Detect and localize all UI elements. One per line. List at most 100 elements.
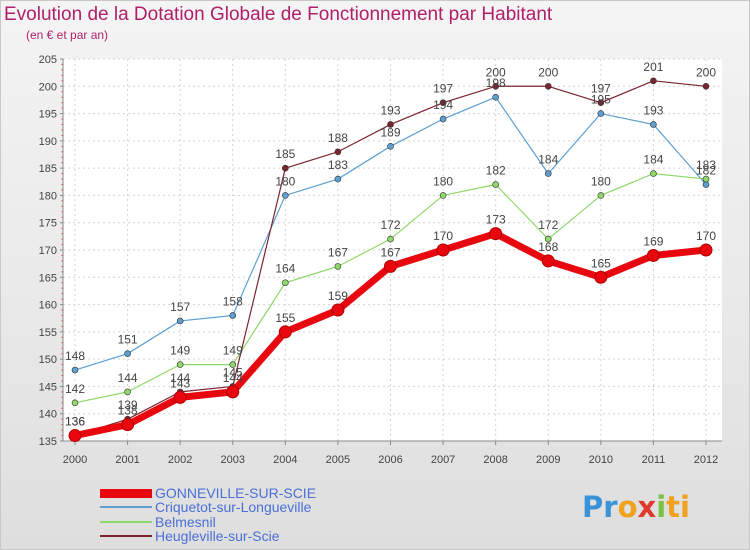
y-tick-label: 205 [39, 54, 57, 66]
data-label: 180 [275, 174, 295, 188]
x-tick-label: 2005 [326, 454, 350, 466]
data-point [541, 254, 555, 268]
data-point [226, 385, 240, 399]
data-label: 143 [170, 376, 190, 390]
data-point [492, 93, 499, 101]
legend-item-belmesnil: Belmesnil [100, 515, 216, 529]
data-point [597, 110, 605, 117]
x-tick-label: 2008 [483, 454, 507, 466]
data-point [173, 390, 187, 404]
logo-part: ti [666, 490, 690, 524]
legend-item-heugleville: Heugleville-sur-Scie [100, 529, 280, 543]
legend-swatch-criquetot [100, 506, 152, 508]
data-label: 159 [328, 289, 348, 303]
data-point [650, 77, 657, 85]
x-tick-label: 2010 [589, 454, 613, 466]
data-label: 167 [328, 245, 348, 259]
data-label: 168 [538, 240, 558, 254]
data-label: 172 [538, 218, 558, 232]
x-tick-label: 2007 [431, 454, 455, 466]
legend-label-belmesnil: Belmesnil [155, 514, 216, 530]
data-point [646, 248, 660, 262]
data-point [699, 243, 713, 257]
y-tick-label: 150 [39, 354, 57, 366]
data-label: 169 [643, 234, 663, 248]
data-label: 155 [275, 311, 295, 325]
y-tick-label: 140 [39, 409, 57, 421]
data-point [387, 121, 394, 128]
data-point [68, 429, 82, 443]
y-tick-label: 185 [39, 163, 57, 175]
data-label: 139 [118, 398, 138, 412]
data-label: 200 [538, 65, 558, 79]
data-label: 197 [433, 82, 453, 96]
data-label: 145 [223, 365, 243, 379]
data-label: 182 [486, 164, 506, 178]
data-point [702, 181, 710, 188]
y-tick-label: 145 [39, 381, 57, 393]
legend-label-gonneville: GONNEVILLE-SUR-SCIE [155, 485, 317, 501]
data-point [650, 121, 657, 128]
data-label: 170 [696, 229, 716, 243]
data-label: 198 [486, 76, 506, 90]
data-label: 172 [380, 218, 400, 232]
data-label: 180 [433, 174, 453, 188]
y-tick-label: 180 [39, 190, 57, 202]
data-point [439, 192, 447, 199]
data-point [436, 243, 450, 257]
data-point [334, 148, 342, 156]
data-point [387, 235, 394, 243]
data-point [71, 399, 79, 407]
data-label: 193 [380, 103, 400, 117]
data-point [71, 366, 79, 374]
data-label: 195 [591, 93, 611, 107]
legend-item-criquetot: Criquetot-sur-Longueville [100, 500, 311, 514]
data-label: 149 [170, 344, 190, 358]
data-point [597, 99, 605, 106]
data-point [282, 164, 289, 172]
data-point [544, 170, 552, 177]
y-tick-label: 160 [39, 300, 57, 312]
data-label: 144 [118, 371, 138, 385]
data-point [282, 279, 289, 287]
data-point [702, 82, 710, 90]
data-label: 151 [118, 333, 138, 347]
data-label: 201 [643, 60, 663, 74]
data-label: 182 [696, 164, 716, 178]
data-point [121, 418, 135, 432]
data-label: 184 [643, 153, 663, 167]
data-point [334, 175, 342, 183]
data-label: 167 [380, 245, 400, 259]
data-label: 185 [275, 147, 295, 161]
data-point [387, 143, 394, 150]
data-label: 200 [486, 65, 506, 79]
data-label: 194 [433, 98, 453, 112]
data-label: 142 [65, 382, 85, 396]
x-tick-label: 2000 [63, 454, 87, 466]
data-label: 170 [433, 229, 453, 243]
chart-subtitle: (en € et par an) [26, 28, 109, 42]
y-tick-label: 135 [39, 436, 57, 448]
x-tick-label: 2004 [273, 454, 297, 466]
x-tick-label: 2002 [168, 454, 192, 466]
data-point [594, 270, 608, 284]
data-label: 189 [380, 125, 400, 139]
data-point [650, 170, 657, 177]
data-point [229, 312, 237, 319]
y-tick-label: 200 [39, 81, 57, 93]
y-tick-label: 195 [39, 109, 57, 121]
legend-swatch-heugleville [100, 535, 152, 537]
data-point [176, 317, 184, 325]
y-tick-label: 165 [39, 272, 57, 284]
data-label: 200 [696, 65, 716, 79]
chart-title: Evolution de la Dotation Globale de Fonc… [4, 4, 553, 25]
y-tick-label: 190 [39, 136, 57, 148]
x-tick-label: 2003 [221, 454, 245, 466]
data-label: 183 [328, 158, 348, 172]
legend-label-heugleville: Heugleville-sur-Scie [155, 528, 280, 544]
x-tick-label: 2009 [536, 454, 560, 466]
data-point [439, 115, 447, 123]
proxiti-logo: Proxiti [582, 490, 690, 524]
data-point [489, 227, 503, 241]
